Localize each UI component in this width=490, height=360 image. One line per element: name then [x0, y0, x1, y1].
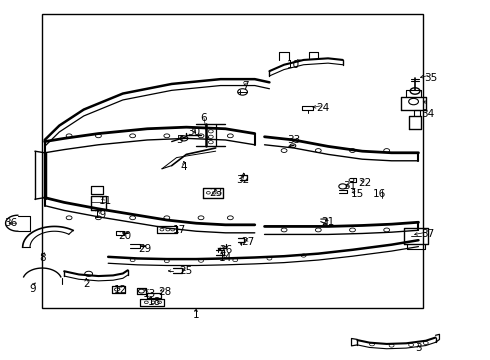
Text: 12: 12 — [114, 285, 127, 296]
Text: 16: 16 — [373, 189, 386, 199]
Text: 13: 13 — [143, 289, 156, 299]
Text: 6: 6 — [200, 113, 207, 122]
Text: 14: 14 — [219, 253, 232, 264]
Text: 21: 21 — [321, 217, 335, 227]
Text: 18: 18 — [148, 297, 161, 307]
Text: 7: 7 — [242, 81, 248, 91]
Text: 35: 35 — [424, 72, 437, 82]
Text: 34: 34 — [421, 109, 435, 120]
Text: 27: 27 — [241, 238, 254, 247]
Text: 22: 22 — [358, 178, 371, 188]
Text: 30: 30 — [187, 127, 200, 137]
Text: 23: 23 — [209, 188, 222, 198]
Text: 5: 5 — [176, 135, 182, 145]
Text: 3: 3 — [415, 343, 422, 353]
Text: 32: 32 — [236, 175, 249, 185]
Text: 36: 36 — [4, 218, 17, 228]
Text: 19: 19 — [94, 210, 107, 220]
Text: 4: 4 — [181, 162, 187, 172]
Text: 9: 9 — [29, 284, 36, 294]
Text: 28: 28 — [158, 287, 171, 297]
Text: 10: 10 — [287, 60, 300, 70]
Bar — [42, 14, 423, 308]
Text: 20: 20 — [119, 231, 132, 241]
Text: 1: 1 — [193, 310, 199, 320]
Text: 24: 24 — [317, 103, 330, 113]
Text: 29: 29 — [138, 244, 151, 254]
Text: 11: 11 — [99, 196, 112, 206]
Text: 15: 15 — [351, 189, 364, 199]
Text: 2: 2 — [83, 279, 90, 289]
Text: 33: 33 — [287, 135, 300, 145]
Text: 31: 31 — [343, 181, 357, 192]
Text: 37: 37 — [421, 229, 435, 239]
Text: 8: 8 — [39, 253, 46, 264]
Text: 17: 17 — [172, 225, 186, 235]
Text: 25: 25 — [180, 266, 193, 276]
Text: 26: 26 — [219, 246, 232, 256]
